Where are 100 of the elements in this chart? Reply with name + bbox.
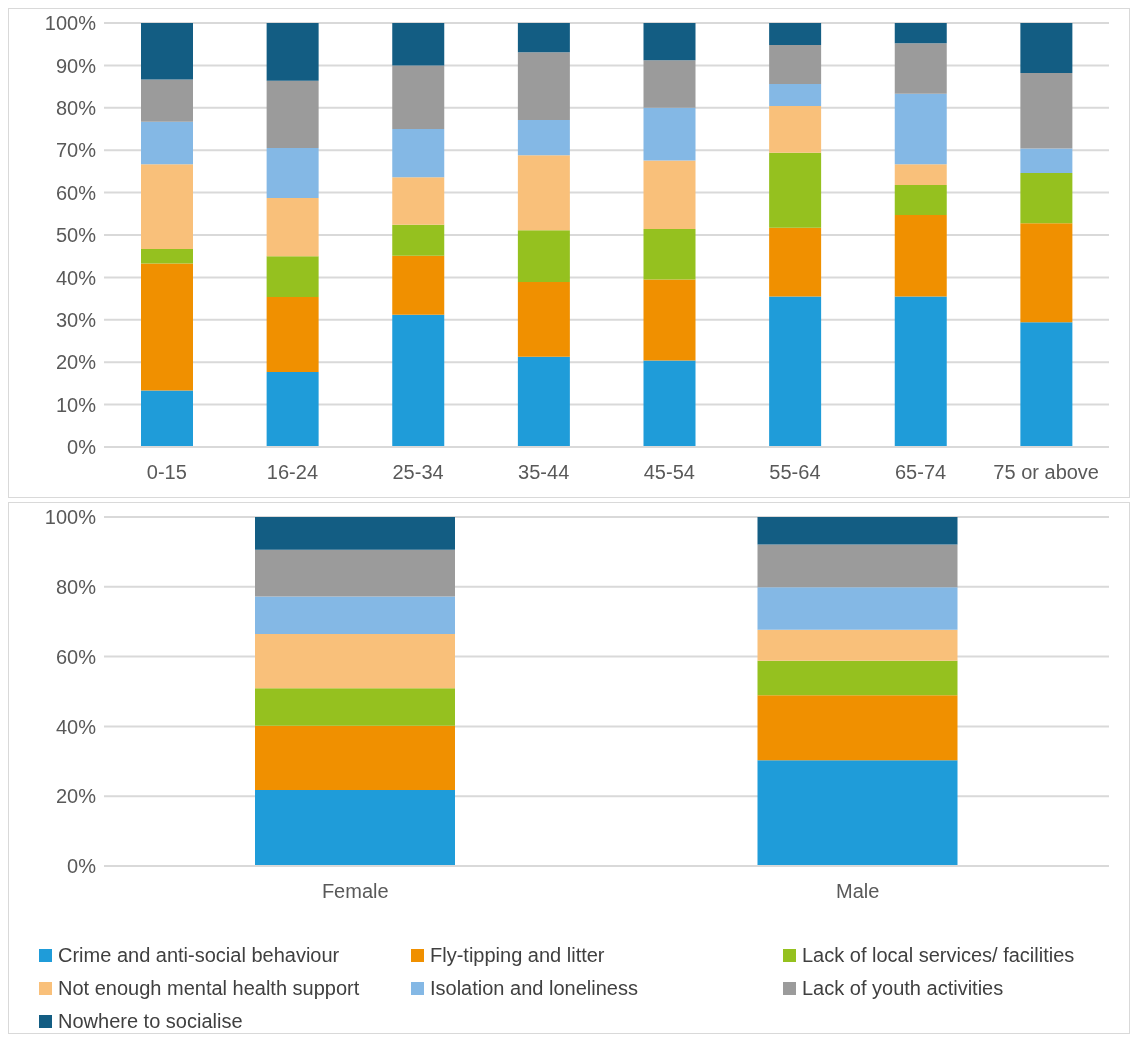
legend-label: Not enough mental health support — [58, 977, 360, 1000]
bar — [266, 80, 319, 149]
bar — [894, 43, 947, 94]
legend-label: Fly-tipping and litter — [430, 944, 605, 967]
bar — [392, 255, 445, 315]
bar — [392, 65, 445, 129]
bar — [517, 155, 570, 231]
bar — [517, 120, 570, 156]
bar — [255, 549, 455, 597]
x-tick-label: Female — [321, 880, 389, 903]
bar — [266, 296, 319, 372]
y-tick-label: 100% — [44, 12, 97, 35]
bar — [255, 789, 455, 866]
y-tick-label: 100% — [44, 506, 97, 529]
bar — [643, 107, 696, 161]
bar — [757, 544, 958, 588]
bar — [757, 660, 958, 696]
y-tick-label: 60% — [55, 645, 97, 668]
bar — [894, 215, 947, 297]
x-tick-label: 65-74 — [894, 461, 947, 484]
legend-label: Nowhere to socialise — [58, 1010, 243, 1033]
bar — [266, 23, 319, 81]
legend-label: Lack of local services/ facilities — [802, 944, 1075, 967]
legend-label: Lack of youth activities — [802, 977, 1004, 1000]
bar — [517, 282, 570, 357]
y-tick-label: 10% — [55, 393, 97, 416]
bar — [255, 596, 455, 634]
y-tick-label: 90% — [55, 54, 97, 77]
y-tick-label: 70% — [55, 139, 97, 162]
legend-label: Isolation and loneliness — [430, 977, 638, 1000]
y-tick-label: 0% — [67, 855, 97, 878]
bar — [769, 106, 822, 153]
y-tick-label: 30% — [55, 308, 97, 331]
bar — [1020, 223, 1073, 323]
bar — [643, 160, 696, 230]
y-tick-label: 80% — [55, 96, 97, 119]
y-tick-label: 60% — [55, 181, 97, 204]
bar — [141, 164, 193, 249]
x-tick-label: 25-34 — [392, 461, 444, 484]
bar — [894, 93, 947, 165]
bar — [392, 224, 445, 256]
y-tick-label: 20% — [55, 351, 97, 374]
bar — [517, 230, 570, 283]
bar — [894, 23, 947, 44]
bar — [643, 360, 696, 447]
bar — [517, 23, 570, 53]
bar — [1020, 148, 1073, 174]
bar — [757, 629, 958, 661]
x-tick-label: 16-24 — [266, 461, 319, 484]
bar — [392, 23, 445, 66]
y-tick-label: 0% — [67, 436, 97, 459]
bar — [517, 356, 570, 447]
bar — [769, 227, 822, 297]
bar — [643, 279, 696, 361]
bar — [141, 23, 193, 80]
bar — [769, 23, 822, 46]
bar — [757, 695, 958, 761]
bar — [643, 229, 696, 280]
bar — [769, 45, 822, 85]
bar — [894, 164, 947, 185]
bar — [1020, 23, 1073, 74]
bar — [757, 760, 958, 866]
bar — [894, 296, 947, 447]
bar — [266, 256, 319, 297]
bar — [769, 152, 822, 228]
legend-label: Crime and anti-social behaviour — [58, 944, 340, 967]
bar — [255, 688, 455, 726]
x-tick-label: 55-64 — [769, 461, 821, 484]
x-tick-label: 35-44 — [518, 461, 570, 484]
bar — [517, 52, 570, 121]
bar — [1020, 173, 1073, 224]
x-tick-label: 75 or above — [993, 461, 1100, 484]
bar — [769, 84, 822, 107]
bar — [141, 79, 193, 122]
bar — [392, 129, 445, 178]
y-tick-label: 80% — [55, 575, 97, 598]
bar — [643, 60, 696, 108]
x-tick-label: 45-54 — [643, 461, 695, 484]
y-tick-label: 20% — [55, 785, 97, 808]
bar — [141, 121, 193, 165]
bar — [266, 198, 319, 257]
bar — [1020, 73, 1073, 149]
bar — [643, 23, 696, 61]
bar — [392, 314, 445, 447]
y-tick-label: 50% — [55, 224, 97, 247]
y-tick-label: 40% — [55, 266, 97, 289]
bar — [141, 390, 193, 447]
x-tick-label: 0-15 — [146, 461, 187, 484]
bar — [392, 177, 445, 225]
bar — [769, 296, 822, 447]
bar — [141, 248, 193, 264]
bar — [141, 263, 193, 391]
bar — [757, 587, 958, 630]
bar — [255, 725, 455, 790]
y-tick-label: 40% — [55, 715, 97, 738]
bar — [894, 184, 947, 216]
bar — [266, 148, 319, 199]
x-tick-label: Male — [836, 880, 880, 903]
bar — [255, 633, 455, 689]
bar — [1020, 322, 1073, 447]
